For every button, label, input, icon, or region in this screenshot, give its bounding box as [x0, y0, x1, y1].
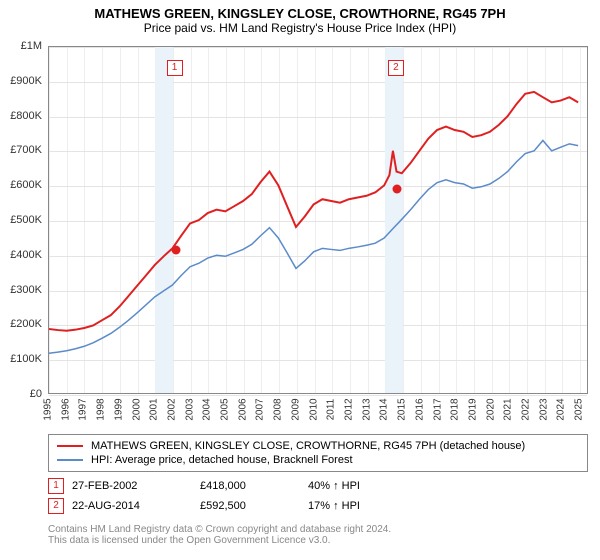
- x-tick-label: 2006: [237, 398, 248, 420]
- legend-item: MATHEWS GREEN, KINGSLEY CLOSE, CROWTHORN…: [57, 439, 579, 453]
- x-tick-label: 2000: [131, 398, 142, 420]
- x-tick-label: 2010: [308, 398, 319, 420]
- sale-marker-1: [171, 245, 180, 254]
- y-tick-label: £600K: [10, 179, 42, 191]
- y-axis: £0£100K£200K£300K£400K£500K£600K£700K£80…: [0, 46, 46, 394]
- x-tick-label: 2008: [273, 398, 284, 420]
- sale-row: 2 22-AUG-2014 £592,500 17% ↑ HPI: [48, 496, 360, 516]
- x-tick-label: 2024: [556, 398, 567, 420]
- x-tick-label: 2018: [450, 398, 461, 420]
- y-tick-label: £900K: [10, 75, 42, 87]
- x-tick-label: 1995: [43, 398, 54, 420]
- chart-title: MATHEWS GREEN, KINGSLEY CLOSE, CROWTHORN…: [0, 6, 600, 21]
- y-tick-label: £200K: [10, 318, 42, 330]
- x-tick-label: 2013: [361, 398, 372, 420]
- x-tick-label: 1999: [113, 398, 124, 420]
- y-tick-label: £500K: [10, 214, 42, 226]
- sale-row: 1 27-FEB-2002 £418,000 40% ↑ HPI: [48, 476, 360, 496]
- y-tick-label: £100K: [10, 353, 42, 365]
- legend-swatch: [57, 445, 83, 447]
- sale-date: 22-AUG-2014: [72, 500, 192, 512]
- x-tick-label: 2015: [397, 398, 408, 420]
- legend: MATHEWS GREEN, KINGSLEY CLOSE, CROWTHORN…: [48, 434, 588, 472]
- y-tick-label: £1M: [21, 40, 42, 52]
- footer-line2: This data is licensed under the Open Gov…: [48, 535, 391, 546]
- legend-swatch: [57, 459, 83, 461]
- footer-attribution: Contains HM Land Registry data © Crown c…: [48, 524, 391, 546]
- x-tick-label: 2001: [149, 398, 160, 420]
- x-tick-label: 2021: [503, 398, 514, 420]
- series-hpi: [49, 140, 578, 353]
- x-tick-label: 2019: [467, 398, 478, 420]
- x-tick-label: 2007: [255, 398, 266, 420]
- x-tick-label: 2020: [485, 398, 496, 420]
- chart-plot-area: [48, 46, 588, 394]
- sale-marker-label-2: 2: [388, 60, 404, 76]
- legend-label: HPI: Average price, detached house, Brac…: [91, 454, 353, 466]
- sale-delta: 40% ↑ HPI: [308, 480, 360, 492]
- sale-index-badge: 1: [48, 478, 64, 494]
- y-tick-label: £400K: [10, 249, 42, 261]
- y-tick-label: £300K: [10, 284, 42, 296]
- sale-index-badge: 2: [48, 498, 64, 514]
- sale-price: £592,500: [200, 500, 300, 512]
- x-tick-label: 2025: [574, 398, 585, 420]
- x-tick-label: 1998: [96, 398, 107, 420]
- sale-marker-2: [392, 184, 401, 193]
- sale-marker-label-1: 1: [167, 60, 183, 76]
- x-tick-label: 1997: [78, 398, 89, 420]
- y-tick-label: £0: [30, 388, 42, 400]
- y-tick-label: £800K: [10, 110, 42, 122]
- x-tick-label: 2011: [326, 399, 337, 421]
- chart-lines: [49, 47, 587, 393]
- legend-item: HPI: Average price, detached house, Brac…: [57, 453, 579, 467]
- x-tick-label: 2014: [379, 398, 390, 420]
- sales-table: 1 27-FEB-2002 £418,000 40% ↑ HPI 2 22-AUG-201…: [48, 476, 360, 516]
- chart-subtitle: Price paid vs. HM Land Registry's House …: [0, 21, 600, 35]
- y-tick-label: £700K: [10, 144, 42, 156]
- sale-price: £418,000: [200, 480, 300, 492]
- x-tick-label: 2009: [290, 398, 301, 420]
- x-tick-label: 2003: [184, 398, 195, 420]
- x-tick-label: 1996: [60, 398, 71, 420]
- x-tick-label: 2002: [166, 398, 177, 420]
- sale-date: 27-FEB-2002: [72, 480, 192, 492]
- legend-label: MATHEWS GREEN, KINGSLEY CLOSE, CROWTHORN…: [91, 440, 525, 452]
- x-tick-label: 2017: [432, 398, 443, 420]
- sale-delta: 17% ↑ HPI: [308, 500, 360, 512]
- x-tick-label: 2016: [414, 398, 425, 420]
- series-subject: [49, 92, 578, 331]
- x-tick-label: 2023: [538, 398, 549, 420]
- x-tick-label: 2004: [202, 398, 213, 420]
- x-tick-label: 2012: [343, 398, 354, 420]
- footer-line1: Contains HM Land Registry data © Crown c…: [48, 524, 391, 535]
- x-tick-label: 2022: [521, 398, 532, 420]
- x-tick-label: 2005: [220, 398, 231, 420]
